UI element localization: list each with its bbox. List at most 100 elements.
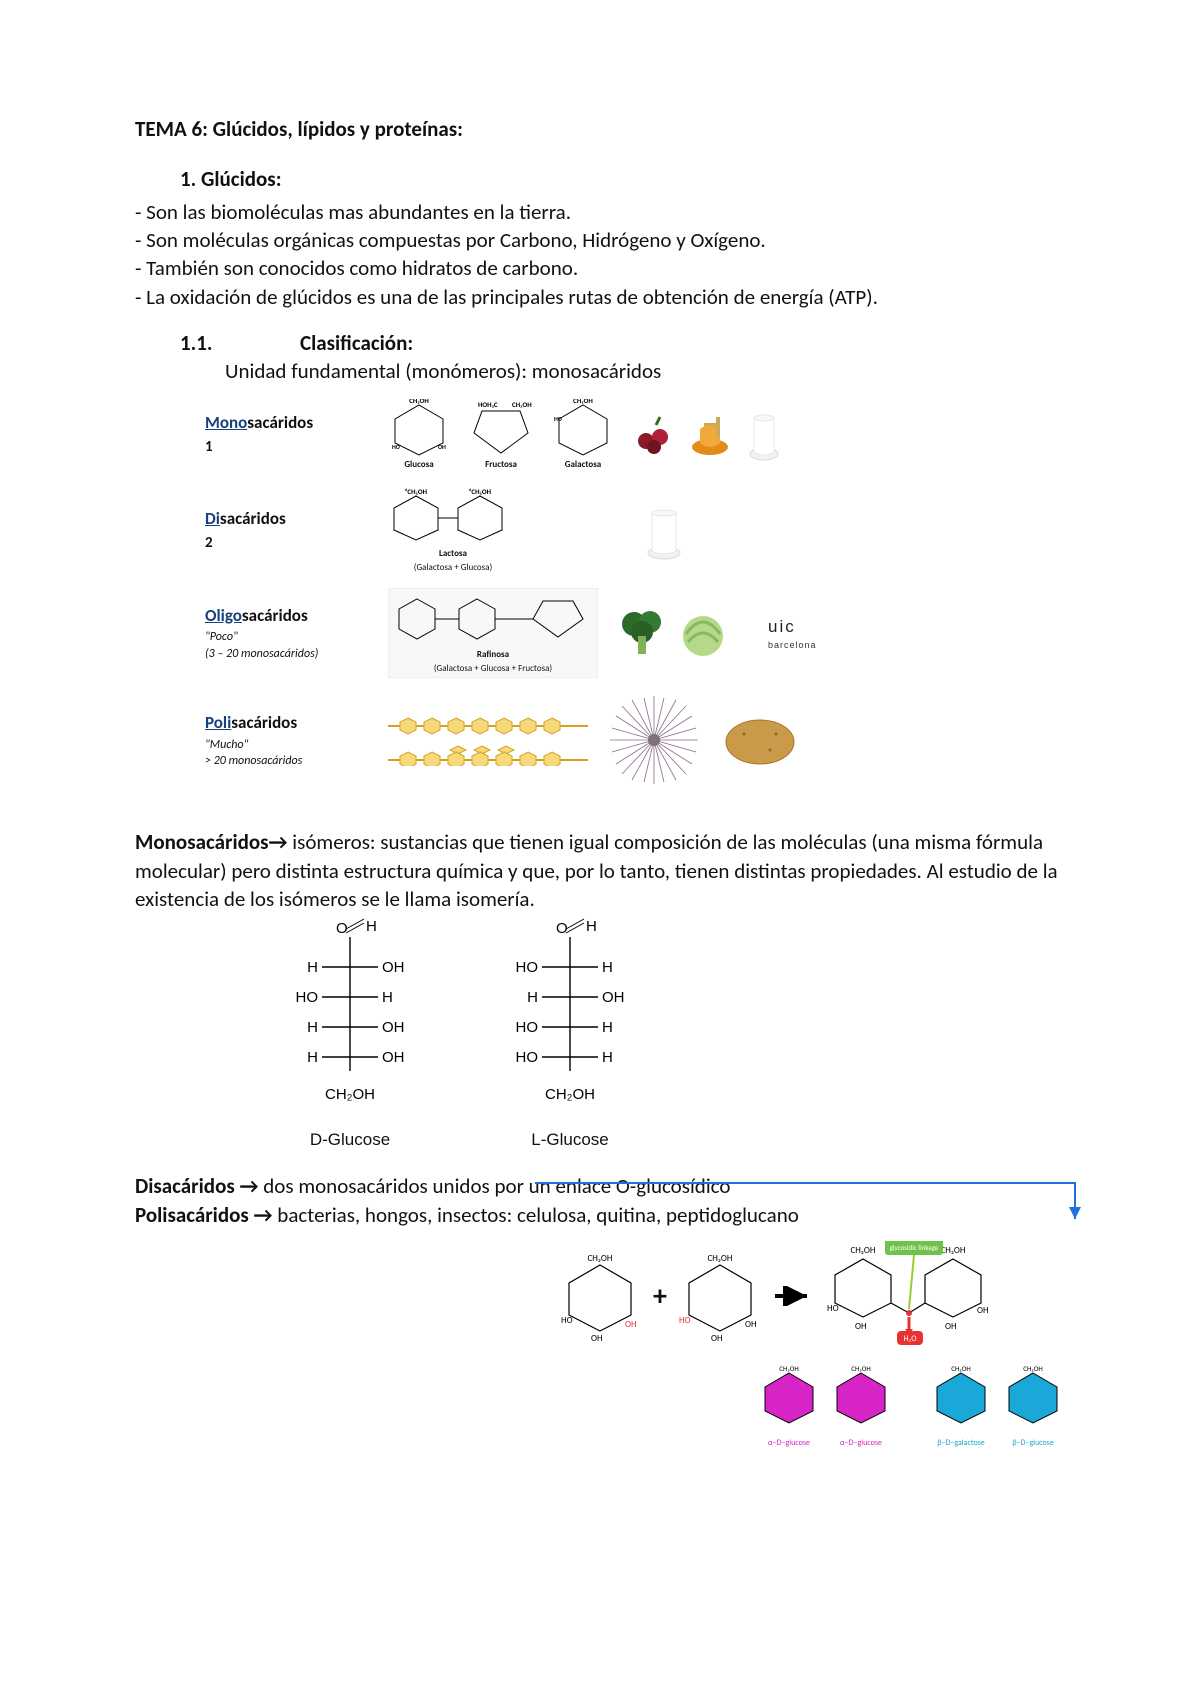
milk-icon [636, 499, 692, 563]
chem-rafinosa: Rafinosa (Galactosa + Glucosa + Fructosa… [388, 588, 598, 678]
svg-text:CH₂OH: CH₂OH [512, 400, 532, 409]
sugar-hex-icon: CH₂OH [757, 1365, 821, 1429]
sugar-ring-icon: CH₂OH HO OH OH [555, 1251, 645, 1341]
svg-text:HOH₂C: HOH₂C [478, 400, 498, 409]
svg-text:CH₂OH: CH₂OH [951, 1365, 970, 1373]
svg-text:OH: OH [438, 443, 446, 451]
page-title: TEMA 6: Glúcidos, lípidos y proteínas: [135, 115, 1065, 143]
svg-text:CH₂OH: CH₂OH [940, 1245, 965, 1256]
svg-text:OH: OH [382, 1049, 405, 1066]
svg-text:OH: OH [382, 1019, 405, 1036]
svg-text:H: H [602, 1019, 613, 1036]
svg-text:OH: OH [855, 1321, 867, 1332]
svg-text:H: H [602, 959, 613, 976]
reaction-arrow-icon [773, 1286, 813, 1306]
svg-text:OH: OH [625, 1319, 637, 1330]
svg-text:OH: OH [711, 1333, 723, 1341]
paragraph-monosacaridos: Monosacáridos→ isómeros: sustancias que … [135, 828, 1065, 913]
sugar-hex-icon: CH₂OH [1001, 1365, 1065, 1429]
svg-text:H: H [307, 959, 318, 976]
section-1-bullets: - Son las biomoléculas mas abundantes en… [135, 198, 1065, 311]
food-icons [632, 406, 788, 464]
svg-text:CH₂OH: CH₂OH [325, 1086, 375, 1103]
class-row-mono: Monosacáridos 1 CH₂OHHOOH Glucosa HOH₂CC… [205, 396, 1065, 474]
svg-text:H: H [586, 918, 597, 935]
svg-text:CH₂OH: CH₂OH [409, 399, 429, 405]
svg-text:HO: HO [516, 959, 539, 976]
bullet: - También son conocidos como hidratos de… [135, 254, 1065, 282]
svg-text:CH₂OH: CH₂OH [851, 1365, 870, 1373]
unit-line: Unidad fundamental (monómeros): monosacá… [225, 357, 1065, 385]
potato-icon [720, 710, 800, 770]
uic-logo: uicbarcelona [768, 616, 817, 651]
fischer-d-glucose: OHHOHHOHHOHHOHCH₂OH D-Glucose [275, 917, 425, 1152]
starch-granule-icon [606, 692, 702, 788]
fischer-projections: OHHOHHOHHOHHOHCH₂OH D-Glucose OHHOHHOHHO… [275, 917, 1065, 1152]
chem-glucosa: CH₂OHHOOH Glucosa [388, 399, 450, 471]
broccoli-icon [616, 606, 670, 660]
connector-arrow-icon [535, 1179, 1095, 1219]
svg-text:H: H [382, 989, 393, 1006]
svg-text:HO: HO [516, 1019, 539, 1036]
svg-text:HO: HO [516, 1049, 539, 1066]
class-row-di: Disacáridos 2 ⁶CH₂OH ⁶CH₂OH Lactosa (Gal… [205, 488, 1065, 574]
svg-text:HO: HO [679, 1315, 691, 1326]
honey-icon [686, 411, 734, 459]
chem-lactosa: ⁶CH₂OH ⁶CH₂OH Lactosa (Galactosa + Gluco… [388, 488, 518, 574]
svg-text:HO: HO [392, 443, 400, 451]
svg-text:CH₂OH: CH₂OH [545, 1086, 595, 1103]
classification-table: Monosacáridos 1 CH₂OHHOOH Glucosa HOH₂CC… [205, 396, 1065, 789]
svg-text:glycosidic linkage: glycosidic linkage [890, 1243, 939, 1252]
svg-text:CH₂OH: CH₂OH [707, 1253, 732, 1264]
sugar-hex-icon: CH₂OH [929, 1365, 993, 1429]
bullet: - Son las biomoléculas mas abundantes en… [135, 198, 1065, 226]
svg-text:H: H [366, 918, 377, 935]
food-icons [636, 499, 692, 563]
svg-text:H: H [602, 1049, 613, 1066]
class-row-oligo: Oligosacáridos "Poco" (3 – 20 monosacári… [205, 588, 1065, 678]
class-row-poli: Polisacáridos "Mucho" > 20 monosacáridos [205, 692, 1065, 788]
svg-text:HO: HO [296, 989, 319, 1006]
svg-text:CH₂OH: CH₂OH [1023, 1365, 1042, 1373]
svg-text:H: H [307, 1019, 318, 1036]
svg-text:HO: HO [827, 1303, 839, 1314]
svg-text:OH: OH [977, 1305, 989, 1316]
bullet: - Son moléculas orgánicas compuestas por… [135, 226, 1065, 254]
svg-text:H: H [527, 989, 538, 1006]
class-label: Disacáridos 2 [205, 508, 370, 553]
sugar-ring-icon: CH₂OH HO OH OH [675, 1251, 765, 1341]
fischer-l-glucose: OHHOHHOHHOHHOHCH₂OH L-Glucose [495, 917, 645, 1152]
glycosidic-figure: CH₂OH HO OH OH + CH₂OH HO OH OH CH₂OH CH… [555, 1241, 1065, 1449]
chem-galactosa: CH₂OHHO Galactosa [552, 399, 614, 471]
svg-text:OH: OH [602, 989, 625, 1006]
svg-text:HO: HO [554, 415, 562, 423]
food-icons [720, 710, 800, 770]
svg-text:H₂O: H₂O [903, 1334, 917, 1344]
svg-text:CH₂OH: CH₂OH [588, 1253, 613, 1264]
bullet: - La oxidación de glúcidos es una de las… [135, 283, 1065, 311]
svg-text:⁶CH₂OH: ⁶CH₂OH [405, 488, 428, 496]
chem-fructosa: HOH₂CCH₂OH Fructosa [470, 399, 532, 471]
svg-text:OH: OH [382, 959, 405, 976]
cabbage-icon [676, 606, 730, 660]
section-1-heading: 1. Glúcidos: [180, 165, 1065, 193]
svg-text:OH: OH [745, 1319, 757, 1330]
class-label: Monosacáridos 1 [205, 412, 370, 457]
svg-text:CH₂OH: CH₂OH [573, 399, 593, 405]
class-label: Polisacáridos "Mucho" > 20 monosacáridos [205, 712, 370, 769]
milk-icon [740, 406, 788, 464]
polymer-chain-icon [388, 714, 588, 738]
disaccharide-icon: CH₂OH CH₂OH HO OH OH OH glycosidic linka… [821, 1241, 1011, 1351]
food-icons [616, 606, 730, 660]
svg-text:HO: HO [561, 1315, 573, 1326]
class-label: Oligosacáridos "Poco" (3 – 20 monosacári… [205, 605, 370, 662]
svg-text:⁶CH₂OH: ⁶CH₂OH [469, 488, 492, 496]
section-1-1-heading: 1.1.Clasificación: [180, 329, 1065, 357]
svg-text:OH: OH [945, 1321, 957, 1332]
svg-text:CH₂OH: CH₂OH [850, 1245, 875, 1256]
sugar-hex-icon: CH₂OH [829, 1365, 893, 1429]
svg-text:OH: OH [591, 1333, 603, 1341]
berries-icon [632, 411, 680, 459]
sugar-hex-row: CH₂OH α–D–glucose CH₂OH α–D–glucose CH₂O… [555, 1365, 1065, 1449]
svg-text:CH₂OH: CH₂OH [779, 1365, 798, 1373]
